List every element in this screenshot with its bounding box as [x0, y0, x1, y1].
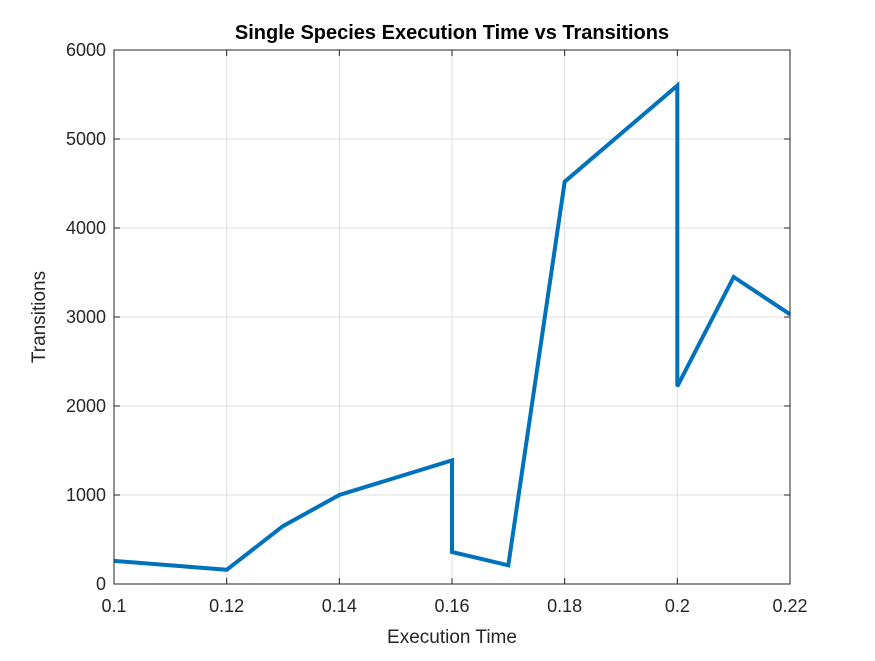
y-axis-label: Transitions — [29, 271, 50, 363]
x-tick-label: 0.2 — [665, 596, 690, 616]
x-tick-label: 0.12 — [209, 596, 244, 616]
x-tick-label: 0.16 — [434, 596, 469, 616]
x-tick-label: 0.14 — [322, 596, 357, 616]
x-tick-label: 0.18 — [547, 596, 582, 616]
y-tick-label: 5000 — [66, 129, 106, 149]
y-tick-label: 3000 — [66, 307, 106, 327]
x-tick-label: 0.22 — [772, 596, 807, 616]
y-tick-label: 4000 — [66, 218, 106, 238]
ticks: 0.1 0.12 0.14 0.16 0.18 0.2 0.22 0 1000 2000 3000 4… — [66, 40, 808, 616]
chart-title: Single Species Execution Time vs Transit… — [235, 22, 669, 44]
y-tick-label: 6000 — [66, 40, 106, 60]
y-tick-label: 0 — [96, 574, 106, 594]
x-axis-label: Execution Time — [387, 627, 517, 648]
data-layer — [113, 81, 792, 572]
series-line — [113, 81, 792, 572]
y-tick-label: 1000 — [66, 485, 106, 505]
x-tick-label: 0.1 — [101, 596, 126, 616]
y-tick-label: 2000 — [66, 396, 106, 416]
